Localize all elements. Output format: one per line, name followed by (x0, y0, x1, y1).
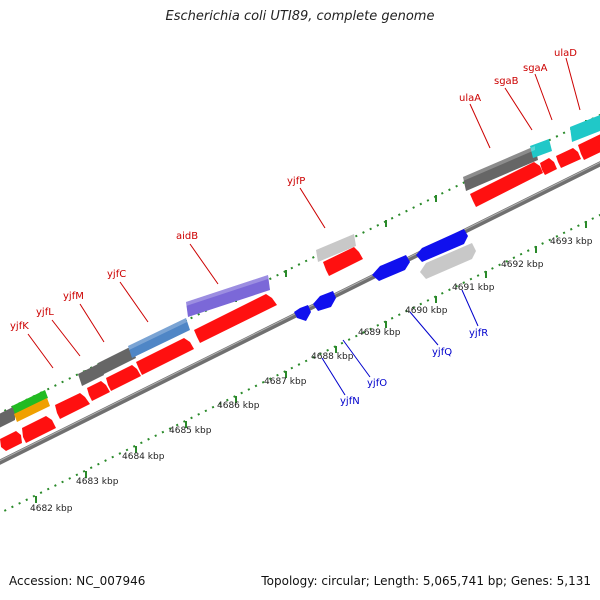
reverse-major-ticks (35, 221, 587, 503)
lightgray-block (316, 234, 356, 262)
blue-arrow (372, 255, 410, 281)
red-arrow (87, 381, 110, 401)
map-title: Escherichia coli UTI89, complete genome (165, 9, 435, 24)
green-block (12, 390, 48, 414)
red-arrow (55, 393, 90, 419)
red-arrow (540, 158, 557, 175)
gray-block (0, 406, 15, 428)
scale-label: 4690 kbp (405, 306, 448, 316)
gene-label-yjfN: yjfN (340, 396, 360, 407)
scale-label: 4693 kbp (550, 237, 593, 247)
red-arrow (556, 148, 581, 168)
reverse-gene-labels: yjfN yjfO yjfQ yjfR (340, 328, 488, 407)
blue-arrow (313, 291, 336, 311)
gene-label-yjfO: yjfO (367, 378, 387, 389)
gene-label-yjfQ: yjfQ (432, 347, 452, 358)
scale-labels: 4682 kbp 4683 kbp 4684 kbp 4685 kbp 4686… (30, 237, 593, 514)
gene-label-sgaB: sgaB (494, 76, 519, 87)
gene-label-yjfL: yjfL (36, 307, 54, 318)
blue-arrow (294, 305, 311, 321)
accession-text: Accession: NC_007946 (9, 574, 146, 588)
gene-label-sgaA: sgaA (523, 63, 548, 74)
red-arrow (578, 134, 600, 160)
steelblue-block (128, 318, 190, 358)
red-arrow (470, 162, 543, 207)
red-arrow (0, 431, 22, 451)
gray-block (463, 146, 538, 191)
red-arrow (136, 338, 194, 375)
gene-label-yjfK: yjfK (10, 321, 29, 332)
gray-block (78, 363, 104, 386)
scale-label: 4682 kbp (30, 504, 73, 514)
scale-label: 4684 kbp (122, 452, 165, 462)
scale-label: 4686 kbp (217, 401, 260, 411)
scale-label: 4688 kbp (311, 352, 354, 362)
genome-summary-text: Topology: circular; Length: 5,065,741 bp… (261, 574, 591, 588)
gene-label-yjfM: yjfM (63, 291, 84, 302)
scale-label: 4691 kbp (452, 283, 495, 293)
gene-label-yjfP: yjfP (287, 176, 305, 187)
scale-label: 4687 kbp (264, 377, 307, 387)
gene-label-yjfR: yjfR (469, 328, 488, 339)
reverse-label-leaders (321, 289, 479, 396)
gene-label-ulaA: ulaA (459, 93, 481, 104)
purple-block (186, 275, 270, 317)
red-arrow (194, 294, 277, 343)
forward-label-leaders (27, 57, 581, 369)
scale-label: 4689 kbp (358, 328, 401, 338)
reverse-tick-axis (0, 213, 600, 515)
gene-label-aidB: aidB (176, 231, 198, 242)
cyan-block (570, 115, 600, 142)
red-arrow (106, 365, 141, 391)
gene-label-ulaD: ulaD (554, 48, 577, 59)
forward-feature-blocks (0, 115, 600, 428)
orange-block (14, 398, 50, 422)
red-arrow (22, 416, 56, 443)
red-arrow (323, 247, 363, 276)
forward-gene-labels: yjfK yjfL yjfM yjfC aidB yjfP ulaA sgaB … (10, 48, 577, 332)
reverse-arrows (294, 229, 476, 321)
cyan-block (530, 139, 552, 158)
scale-label: 4692 kbp (501, 260, 544, 270)
forward-red-arrows (0, 134, 600, 451)
scale-label: 4683 kbp (76, 477, 119, 487)
scale-label: 4685 kbp (169, 426, 212, 436)
gene-label-yjfC: yjfC (107, 269, 126, 280)
blue-arrow (416, 229, 468, 262)
gray-block (98, 346, 136, 375)
lightgray-arrow (420, 243, 476, 279)
